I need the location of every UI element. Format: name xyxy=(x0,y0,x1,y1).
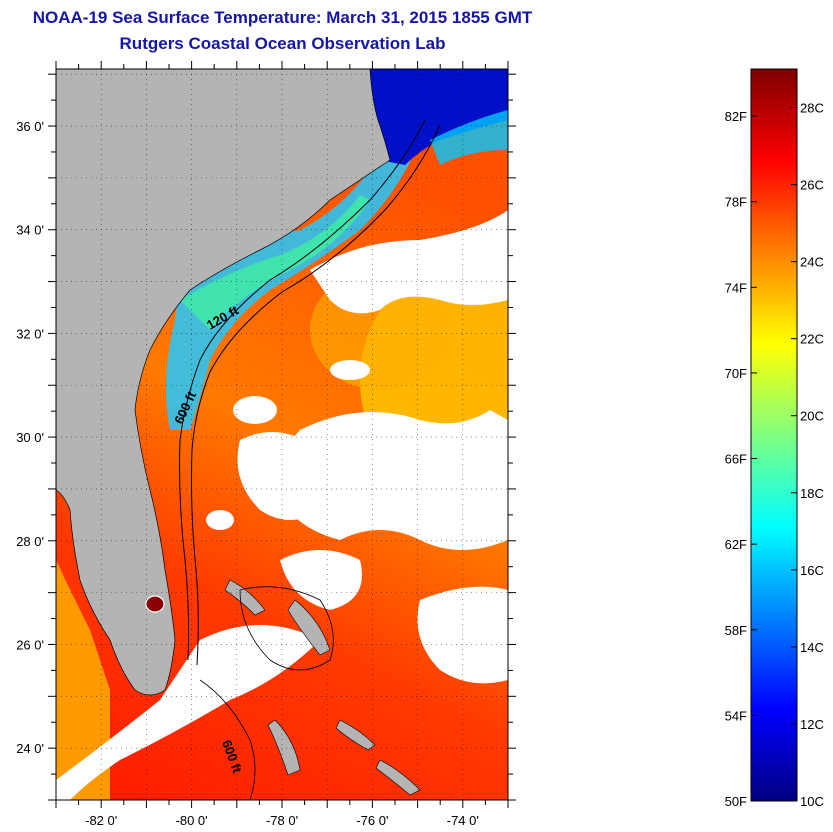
lon-tick-label: -78 0' xyxy=(266,813,298,828)
lon-tick-label: -82 0' xyxy=(85,813,117,828)
colorbar-c-label: 10C xyxy=(800,794,824,809)
colorbar-f-label: 82F xyxy=(725,109,747,124)
colorbar-f-label: 50F xyxy=(725,794,747,809)
lat-tick-label: 28 0' xyxy=(16,534,44,549)
colorbar-c-label: 22C xyxy=(800,332,824,347)
colorbar-c-label: 12C xyxy=(800,717,824,732)
colorbar-c-label: 20C xyxy=(800,409,824,424)
colorbar-f-label: 62F xyxy=(725,537,747,552)
lake-okeechobee xyxy=(145,595,165,613)
lat-tick-label: 30 0' xyxy=(16,430,44,445)
colorbar-f-label: 58F xyxy=(725,623,747,638)
isobath-bahamas xyxy=(199,679,256,800)
colorbar-f-label: 54F xyxy=(725,708,747,723)
colorbar-f-label: 78F xyxy=(725,195,747,210)
map-subtitle: Rutgers Coastal Ocean Observation Lab xyxy=(119,34,446,53)
colorbar-f-label: 66F xyxy=(725,452,747,467)
colorbar-c-label: 24C xyxy=(800,255,824,270)
gulf-water xyxy=(56,560,110,800)
lon-tick-label: -80 0' xyxy=(176,813,208,828)
colorbar-f-label: 74F xyxy=(725,280,747,295)
lat-tick-label: 26 0' xyxy=(16,637,44,652)
lat-tick-label: 34 0' xyxy=(16,223,44,238)
colorbar xyxy=(750,68,798,802)
cool-shelf-water xyxy=(430,110,508,165)
latitude-axis: 36 0' 34 0' 32 0' 30 0' 28 0' 26 0' 24 0' xyxy=(16,73,516,801)
lat-tick-label: 36 0' xyxy=(16,119,44,134)
cold-coastal-band xyxy=(166,120,420,430)
colorbar-c-label: 26C xyxy=(800,178,824,193)
colorbar-c-label: 28C xyxy=(800,101,824,116)
colorbar-c-label: 16C xyxy=(800,563,824,578)
isobath-600ft xyxy=(191,124,441,666)
lat-tick-label: 24 0' xyxy=(16,741,44,756)
longitude-axis: -82 0' -80 0' -78 0' -76 0' -74 0' xyxy=(55,61,509,828)
land-mass xyxy=(56,69,391,696)
bahamas-islands xyxy=(224,579,421,796)
colorbar-f-label: 70F xyxy=(725,366,747,381)
map-plot-area xyxy=(56,69,508,800)
green-transition-band xyxy=(180,195,370,330)
lon-tick-label: -74 0' xyxy=(447,813,479,828)
isobath-little-bahama xyxy=(239,586,334,671)
colorbar-c-label: 18C xyxy=(800,486,824,501)
colorbar-celsius-scale: 28C 26C 24C 22C 20C 18C 16C 14C 12C 10C xyxy=(791,101,824,809)
cold-northern-water xyxy=(360,69,508,165)
map-title: NOAA-19 Sea Surface Temperature: March 3… xyxy=(32,8,533,27)
lat-tick-label: 32 0' xyxy=(16,326,44,341)
colorbar-fahrenheit-scale: 82F 78F 74F 70F 66F 62F 58F 54F 50F xyxy=(725,109,757,809)
colorbar-c-label: 14C xyxy=(800,640,824,655)
lon-tick-label: -76 0' xyxy=(356,813,388,828)
cloud-cover xyxy=(56,210,508,800)
isobath-120ft xyxy=(179,119,426,661)
